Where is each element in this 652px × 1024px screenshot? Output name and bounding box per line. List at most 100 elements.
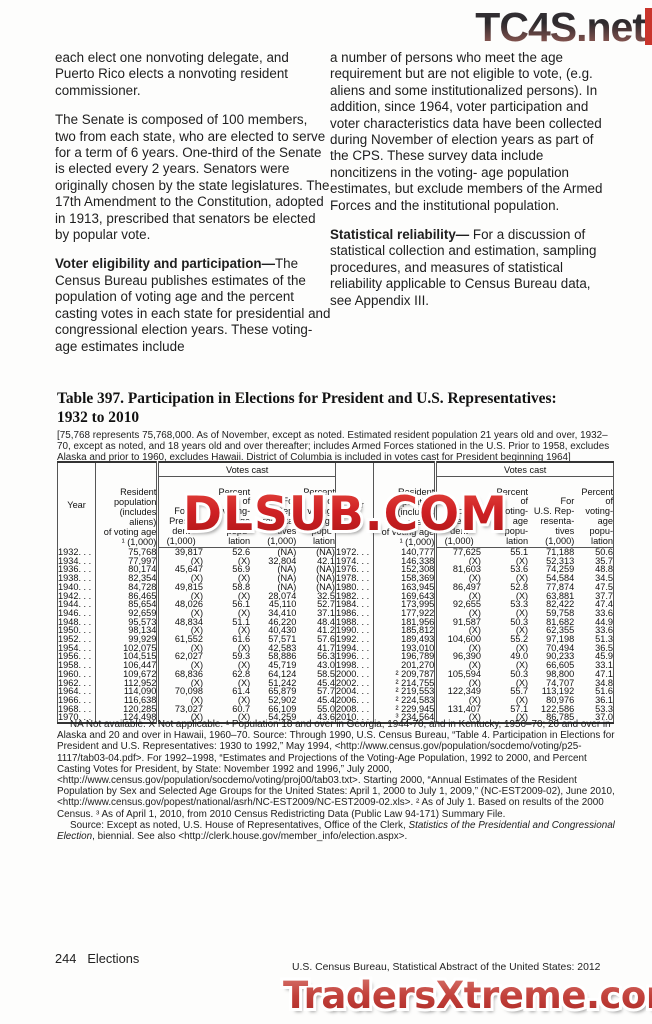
- col-header-year: Year: [334, 462, 374, 548]
- paragraph-text: For a discussion of statistical collecti…: [330, 227, 597, 308]
- value-cell: 33.1: [595, 661, 613, 670]
- table-headnote: [75,768 represents 75,768,000. As of Nov…: [57, 430, 610, 464]
- value-cell: (X): [515, 556, 529, 566]
- value-cell: 96,390: [434, 652, 481, 662]
- value-cell: 53.3: [510, 600, 529, 609]
- value-cell: 90,233: [546, 652, 575, 662]
- value-cell: 45,110: [268, 600, 297, 609]
- value-cell: 53.3: [595, 704, 613, 714]
- value-cell: (X): [434, 574, 481, 583]
- value-cell: (NA): [316, 582, 335, 592]
- year-cell: 1980. . .: [334, 582, 374, 592]
- value-cell: 82,422: [546, 600, 575, 609]
- value-cell: (X): [237, 661, 251, 670]
- value-cell: ² 209,787: [373, 669, 436, 679]
- value-cell: 84,728: [95, 582, 158, 592]
- value-cell: 61.6: [232, 635, 251, 644]
- year-cell: 1936. . .: [58, 565, 92, 575]
- value-cell: 37.7: [595, 591, 613, 601]
- value-cell: ² 219,553: [373, 687, 436, 696]
- year-cell: 1942. . .: [58, 591, 92, 601]
- value-cell: 50.3: [510, 669, 529, 679]
- value-cell: 47.4: [595, 600, 613, 609]
- year-cell: 1952. . .: [58, 635, 92, 644]
- value-cell: 86,465: [95, 591, 158, 601]
- year-cell: 2010. . .: [334, 713, 374, 724]
- table-body: 1932. . . 75,768 39,817 52.6 (NA) (NA) 1972. .…: [58, 547, 614, 724]
- col-header-representatives: For U.S. Rep- resenta- tives (1,000): [528, 476, 575, 548]
- table-row: 1964. . . 114,090 70,098 61.4 65,879 57.7 2004…: [58, 687, 614, 696]
- year-cell: 1946. . .: [58, 608, 92, 618]
- col-header-population: Resident population (includes aliens) of…: [95, 462, 158, 548]
- value-cell: (X): [156, 574, 203, 583]
- value-cell: 74,707: [546, 678, 575, 688]
- year-cell: 1998. . .: [334, 661, 374, 670]
- year-cell: 1956. . .: [58, 652, 92, 662]
- value-cell: 53.6: [510, 565, 529, 575]
- value-cell: 201,270: [373, 661, 436, 670]
- value-cell: 60.7: [232, 704, 251, 714]
- value-cell: 32.5: [317, 591, 335, 601]
- value-cell: 52.7: [317, 600, 335, 609]
- year-cell: 1964. . .: [58, 687, 92, 696]
- value-cell: (X): [515, 713, 529, 723]
- value-cell: (X): [434, 713, 481, 724]
- value-cell: 98,800: [546, 669, 575, 679]
- value-cell: (X): [156, 626, 203, 636]
- value-cell: 51,242: [268, 678, 297, 688]
- value-cell: 91,587: [434, 617, 481, 627]
- year-cell: 1972. . .: [334, 547, 374, 557]
- value-cell: 55.1: [510, 547, 529, 557]
- value-cell: (X): [515, 695, 529, 705]
- value-cell: 36.5: [595, 643, 613, 653]
- col-header-percent: Percent of voting- age popu- lation: [480, 476, 529, 548]
- value-cell: ² 224,583: [373, 695, 436, 705]
- value-cell: (X): [156, 661, 203, 670]
- value-cell: 57,571: [268, 635, 297, 644]
- value-cell: 34.5: [595, 574, 613, 583]
- value-cell: 56.3: [317, 652, 335, 662]
- year-cell: 2006. . .: [334, 695, 374, 705]
- value-cell: 56.9: [232, 565, 251, 575]
- value-cell: 74,259: [546, 565, 575, 575]
- table-footnotes: NA Not available. X Not applicable. ¹ Po…: [57, 719, 615, 842]
- year-cell: 1950. . .: [58, 626, 92, 636]
- intro-right-column: a number of persons who meet the age req…: [330, 50, 614, 322]
- value-cell: (X): [156, 678, 203, 688]
- year-cell: 1938. . .: [58, 574, 92, 583]
- table-row: 1966. . . 116,638 (X) (X) 52,902 45.4 2006. . …: [58, 695, 614, 705]
- value-cell: 61.4: [232, 687, 251, 696]
- value-cell: 35.7: [595, 556, 613, 566]
- year-cell: 1996. . .: [334, 652, 374, 662]
- value-cell: 99,929: [95, 635, 158, 644]
- value-cell: 68,836: [156, 669, 203, 679]
- value-cell: 70,494: [546, 643, 575, 653]
- col-header-percent: Percent of voting- age popu- lation: [203, 476, 251, 548]
- table-row: 1940. . . 84,728 49,815 58.8 (NA) (NA) 1980. .…: [58, 582, 614, 592]
- value-cell: 85,654: [95, 600, 158, 609]
- value-cell: 58.8: [232, 582, 251, 592]
- value-cell: 28,074: [268, 591, 297, 601]
- year-cell: 1976. . .: [334, 565, 374, 575]
- value-cell: 44.9: [595, 617, 613, 627]
- value-cell: (X): [237, 556, 251, 566]
- value-cell: 106,447: [95, 661, 158, 670]
- value-cell: 169,643: [373, 591, 436, 601]
- value-cell: 66,605: [546, 661, 575, 670]
- value-cell: 140,777: [373, 547, 436, 557]
- value-cell: (X): [434, 608, 481, 618]
- watermark-tc4s: TC4S.net: [475, 4, 646, 50]
- value-cell: (X): [515, 574, 529, 583]
- value-cell: 58,886: [268, 652, 297, 662]
- value-cell: 193,010: [373, 643, 436, 653]
- value-cell: 73,027: [156, 704, 203, 714]
- year-cell: 1970. . .: [58, 713, 92, 723]
- elections-table: Year Resident population (includes alien…: [57, 461, 614, 725]
- footnote-source: Source: Except as noted, U.S. House of R…: [57, 820, 615, 842]
- value-cell: 48.8: [595, 565, 613, 575]
- year-cell: 1966. . .: [58, 695, 92, 705]
- value-cell: (X): [434, 626, 481, 636]
- value-cell: 112,952: [95, 678, 158, 688]
- value-cell: 57.7: [317, 687, 335, 696]
- value-cell: 113,192: [541, 687, 575, 696]
